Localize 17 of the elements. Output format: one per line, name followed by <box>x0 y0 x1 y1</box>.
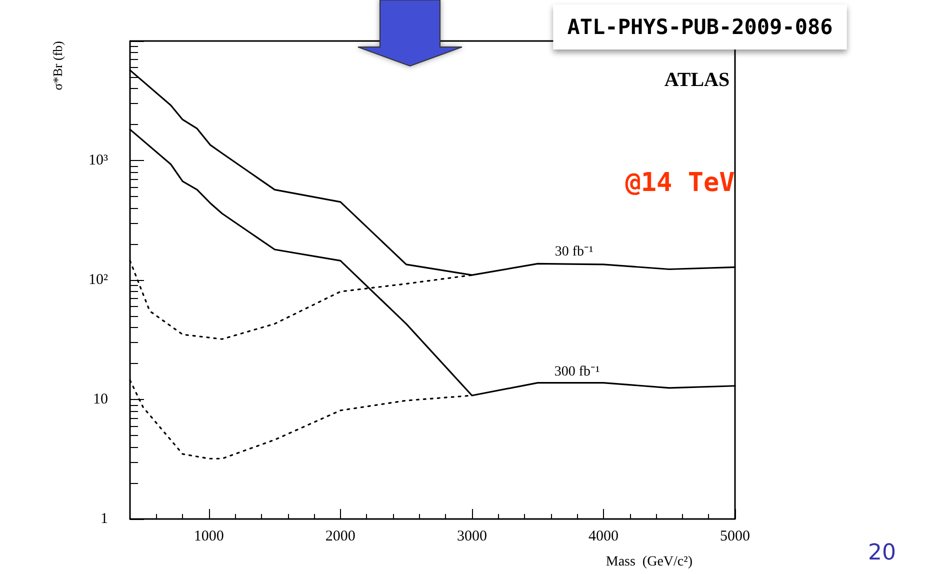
annotation: 30 fb⁻¹ <box>554 244 594 260</box>
y-axis-title: σ*Br (fb) <box>50 41 65 90</box>
x-tick-label: 5000 <box>720 528 750 544</box>
annotation: ATLAS <box>664 69 730 91</box>
y-tick-label: 10³ <box>88 152 108 168</box>
y-tick-label: 10 <box>93 392 108 408</box>
annotation: @14 TeV <box>625 168 735 198</box>
text: 20 <box>868 540 896 566</box>
x-axis-title: Mass (GeV/c²) <box>606 554 693 570</box>
x-tick-label: 4000 <box>588 528 618 544</box>
text: ATL-PHYS-PUB-2009-086 <box>567 15 833 39</box>
annotation: 300 fb⁻¹ <box>554 364 600 380</box>
x-tick-label: 2000 <box>325 528 356 544</box>
x-tick-label: 3000 <box>456 528 487 544</box>
y-tick-label: 10² <box>88 272 108 288</box>
x-tick-label: 1000 <box>194 528 224 544</box>
y-tick-label: 1 <box>100 511 108 527</box>
